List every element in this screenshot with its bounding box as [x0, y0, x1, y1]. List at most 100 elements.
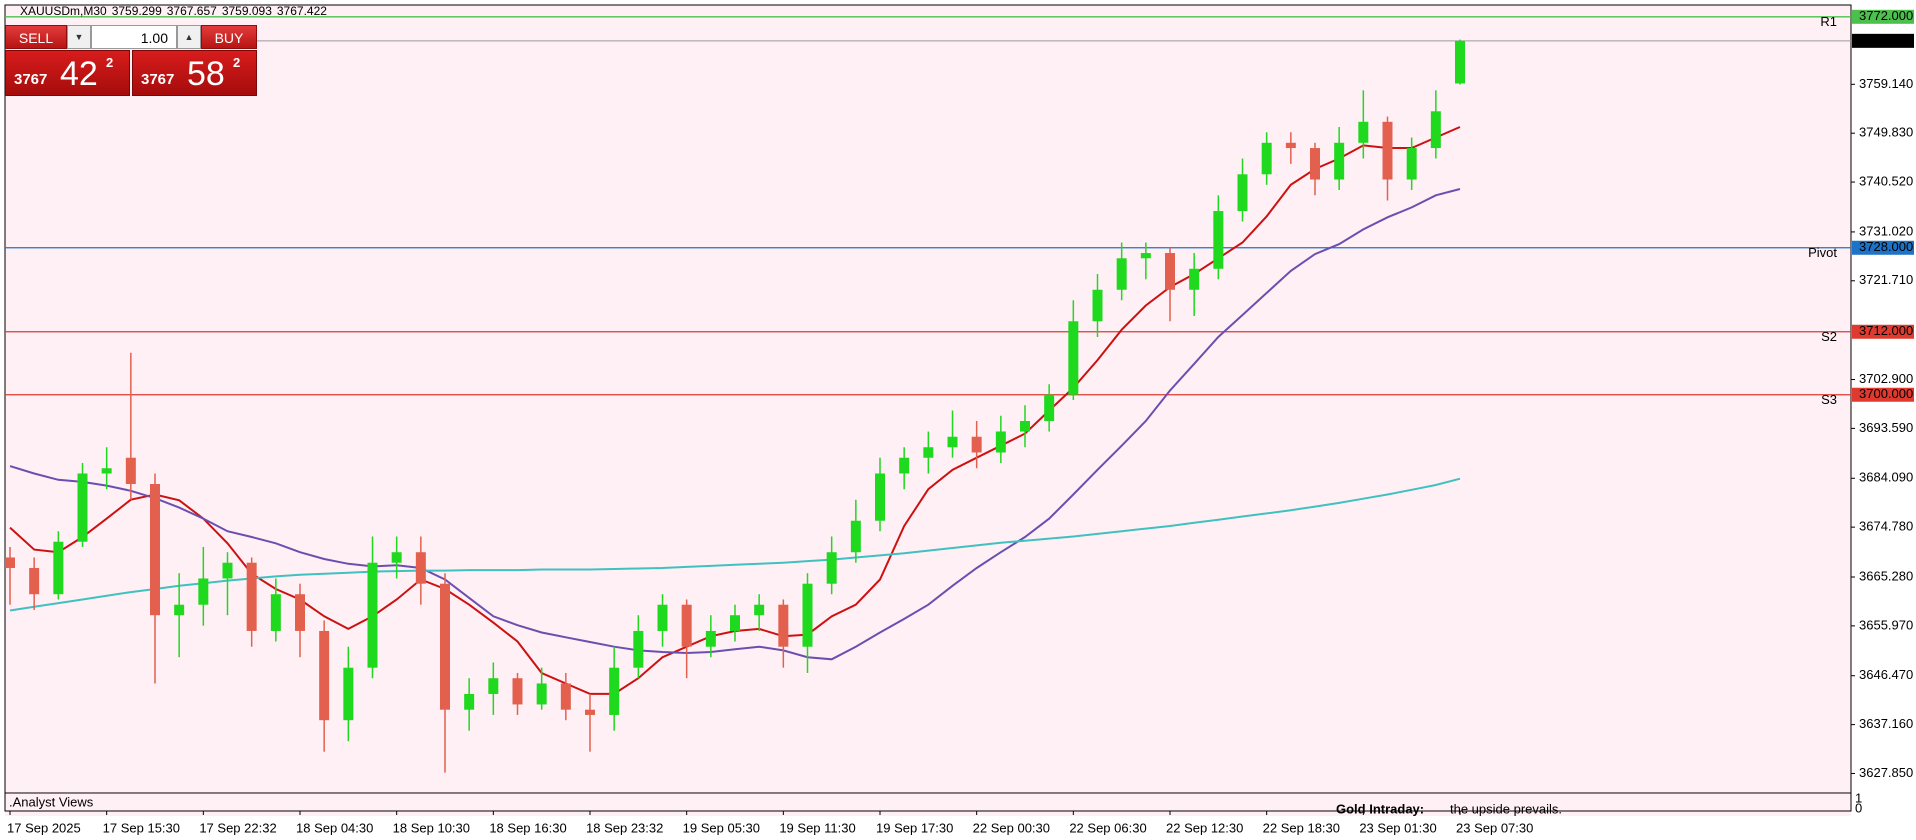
- current-price-box: [1852, 33, 1914, 48]
- candle-body: [319, 630, 330, 721]
- candle-body: [923, 447, 934, 458]
- volume-up[interactable]: ▲: [177, 25, 201, 49]
- volume-input[interactable]: 1.00: [91, 25, 177, 49]
- y-tick-label: 3740.520: [1859, 173, 1913, 188]
- plot-background: [5, 5, 1851, 793]
- buy-button[interactable]: BUY: [201, 25, 257, 49]
- candle-body: [1382, 121, 1393, 180]
- level-name: S3: [1821, 392, 1837, 407]
- candle-body: [1092, 289, 1103, 322]
- current-price-label: 3767.422: [1859, 32, 1913, 47]
- level-price-box: [1852, 240, 1914, 255]
- ohlc-close: 3767.422: [276, 4, 327, 18]
- price-sup: 2: [233, 55, 241, 70]
- price-big: 42: [60, 55, 98, 93]
- candle-body: [77, 473, 88, 542]
- y-tick-label: 3637.160: [1859, 716, 1913, 731]
- ohlc-high: 3767.657: [166, 4, 217, 18]
- price-prefix: 3767: [141, 71, 175, 88]
- x-tick-label: 18 Sep 23:32: [586, 820, 663, 835]
- level-price-box: [1852, 324, 1914, 339]
- level-name: R1: [1820, 14, 1837, 29]
- candle-body: [1165, 253, 1175, 290]
- price-prefix: 3767: [14, 71, 48, 88]
- candle-body: [150, 483, 160, 616]
- plot-frame: [4, 4, 1852, 812]
- candle-body: [5, 557, 15, 568]
- candle-body: [995, 431, 1006, 453]
- symbol: XAUUSDm,M30: [20, 4, 107, 18]
- candle-body: [512, 678, 523, 705]
- candle-body: [1068, 321, 1079, 395]
- candle-body: [875, 473, 885, 521]
- candle-body: [971, 436, 982, 453]
- level-price-label: 3772.000: [1859, 8, 1913, 23]
- one-click-trading: SELL ▼ 1.00 ▲ BUY 3767 42 2 3767 58 2: [5, 25, 257, 97]
- x-tick-label: 22 Sep 18:30: [1263, 820, 1340, 835]
- sell-price[interactable]: 3767 42 2: [5, 50, 130, 96]
- candle-body: [609, 667, 620, 715]
- y-tick-label: 3655.970: [1859, 617, 1913, 632]
- ohlc-low: 3759.093: [221, 4, 272, 18]
- candle-body: [536, 683, 547, 705]
- candle-body: [1358, 121, 1369, 143]
- x-tick-label: 22 Sep 12:30: [1166, 820, 1243, 835]
- y-tick-label: 3759.140: [1859, 76, 1913, 91]
- candle-body: [343, 667, 354, 721]
- y-tick-label: 3665.280: [1859, 568, 1913, 583]
- candle-body: [246, 562, 257, 631]
- x-tick-label: 19 Sep 05:30: [683, 820, 760, 835]
- candle-body: [464, 693, 475, 710]
- candle-body: [125, 457, 136, 484]
- y-tick-label: 3721.710: [1859, 272, 1913, 287]
- level-price-label: 3700.000: [1859, 386, 1913, 401]
- x-tick-label: 17 Sep 2025: [7, 820, 81, 835]
- candle-body: [391, 552, 402, 563]
- indicator-scale-bottom: 0: [1855, 800, 1862, 815]
- indicator-headline: Gold Intraday:: [1336, 801, 1424, 816]
- indicator-background: [5, 794, 1851, 816]
- level-price-box: [1852, 9, 1914, 24]
- candle-body: [1455, 40, 1465, 84]
- candle-body: [560, 683, 571, 710]
- candle-body: [1261, 142, 1272, 175]
- candle-body: [826, 552, 837, 584]
- level-price-label: 3712.000: [1859, 323, 1913, 338]
- sell-button[interactable]: SELL: [5, 25, 67, 49]
- ohlc-open: 3759.299: [111, 4, 162, 18]
- x-tick-label: 22 Sep 00:30: [973, 820, 1050, 835]
- candle-body: [1140, 253, 1151, 259]
- volume-down[interactable]: ▼: [67, 25, 91, 49]
- candle-body: [1116, 258, 1127, 290]
- candle-body: [174, 604, 185, 616]
- candle-body: [1285, 142, 1296, 149]
- candle-body: [947, 436, 958, 448]
- candle-body: [1237, 174, 1248, 212]
- candle-body: [633, 630, 644, 668]
- candle-body: [1310, 148, 1320, 180]
- candle-body: [585, 709, 595, 715]
- indicator-text: the upside prevails.: [1450, 801, 1562, 816]
- candle-body: [850, 520, 861, 553]
- x-tick-label: 18 Sep 04:30: [296, 820, 373, 835]
- candle-body: [367, 562, 378, 668]
- candle-body: [1334, 142, 1345, 180]
- buy-price[interactable]: 3767 58 2: [132, 50, 257, 96]
- indicator-title: .Analyst Views: [9, 794, 94, 809]
- candle-body: [29, 567, 40, 595]
- x-tick-label: 19 Sep 17:30: [876, 820, 953, 835]
- y-tick-label: 3627.850: [1859, 765, 1913, 780]
- x-tick-label: 22 Sep 06:30: [1069, 820, 1146, 835]
- candle-body: [295, 594, 305, 631]
- level-price-label: 3728.000: [1859, 239, 1913, 254]
- y-tick-label: 3693.590: [1859, 420, 1913, 435]
- x-tick-label: 18 Sep 16:30: [489, 820, 566, 835]
- candle-body: [1189, 268, 1200, 290]
- candle-body: [1020, 420, 1030, 432]
- candle-body: [681, 604, 692, 647]
- candle-body: [101, 468, 112, 474]
- candle-body: [899, 457, 910, 474]
- y-tick-label: 3731.020: [1859, 223, 1913, 238]
